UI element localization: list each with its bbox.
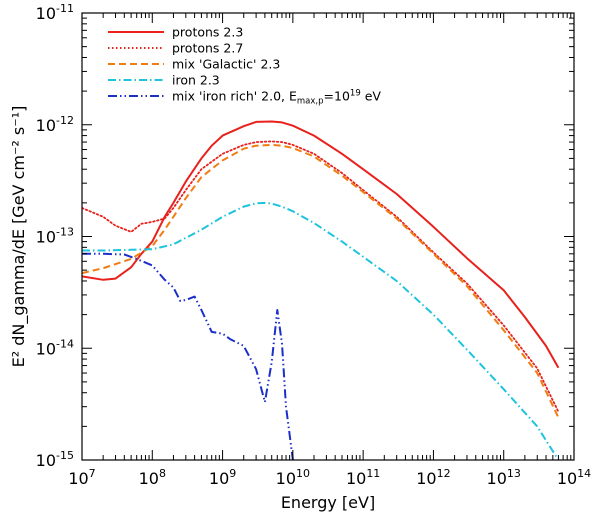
x-tick-label: 107 (68, 467, 95, 488)
y-tick-label: 10-11 (36, 2, 74, 23)
legend-label: mix 'Galactic' 2.3 (172, 57, 280, 72)
x-tick-label: 1012 (416, 467, 450, 488)
x-tick-label: 108 (139, 467, 166, 488)
x-tick-label: 109 (209, 467, 236, 488)
y-axis-title: E² dN_gamma/dE [GeV cm⁻² s⁻¹] (9, 106, 29, 368)
series-line-3 (82, 143, 560, 418)
x-axis-title: Energy [eV] (281, 493, 375, 512)
y-tick-label: 10-15 (36, 449, 74, 470)
legend-label: protons 2.7 (172, 41, 243, 56)
legend-label: iron 2.3 (172, 73, 220, 88)
tick-layer: 107 108 109 1010 1011 1012 1013 1014 10-15 10-14 1… (36, 2, 592, 488)
x-tick-label: 1014 (557, 467, 591, 488)
x-tick-label: 1010 (276, 467, 310, 488)
legend-label: mix 'iron rich' 2.0, Emax,p=1019 eV (172, 89, 381, 107)
series-line-4 (82, 201, 560, 460)
y-tick-label: 10-13 (36, 226, 74, 247)
y-tick-label: 10-12 (36, 114, 74, 135)
series-line-2 (82, 140, 560, 413)
legend-label: protons 2.3 (172, 25, 243, 40)
series-line-5 (82, 252, 294, 460)
y-tick-label: 10-14 (36, 337, 74, 358)
x-tick-label: 1011 (346, 467, 380, 488)
x-tick-label: 1013 (487, 467, 521, 488)
series-layer (82, 120, 560, 460)
